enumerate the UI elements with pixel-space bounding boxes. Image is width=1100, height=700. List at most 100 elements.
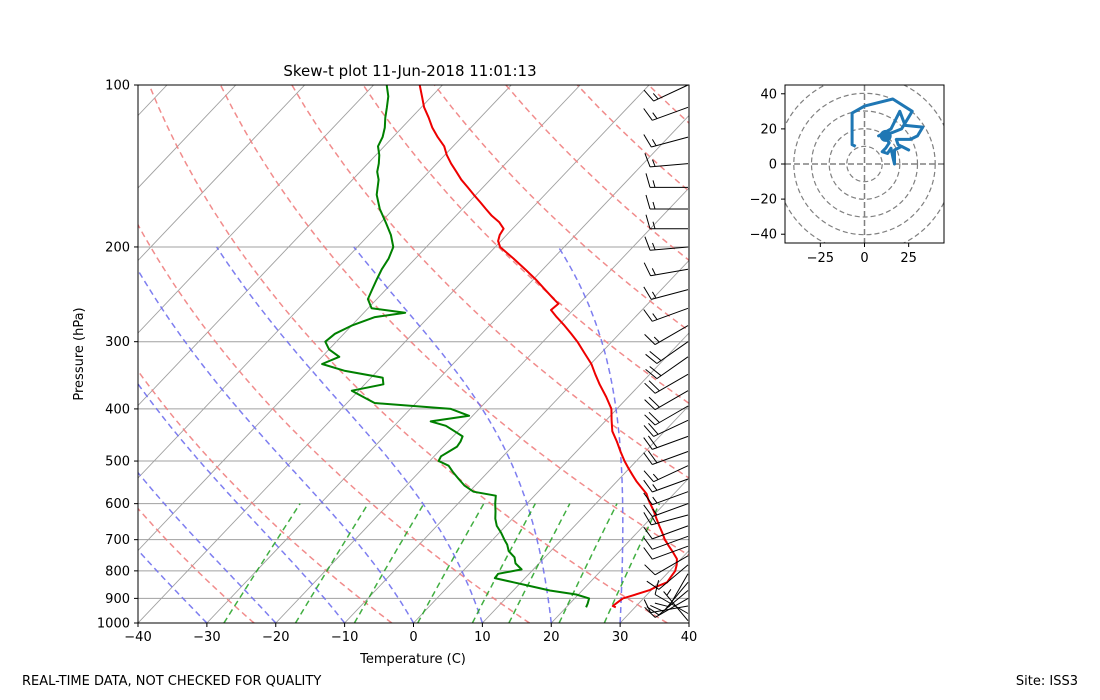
moist-adiabat — [557, 246, 624, 623]
mixing-ratio-line — [603, 503, 661, 623]
wind-barb — [644, 597, 689, 618]
wind-barb — [644, 153, 689, 168]
dry-adiabat — [219, 85, 689, 557]
wind-barb — [643, 84, 689, 102]
x-tick-label: 0 — [409, 630, 417, 645]
hodograph-y-tick-label: 20 — [760, 122, 777, 137]
wind-barb — [644, 390, 689, 411]
wind-barb — [643, 419, 689, 437]
wind-barb — [645, 341, 689, 364]
hodograph-x-tick-label: 25 — [900, 251, 917, 266]
moist-adiabat — [138, 382, 346, 623]
y-tick-label: 700 — [105, 533, 130, 548]
hodograph-x-tick-label: 0 — [860, 251, 868, 266]
wind-barb — [643, 545, 689, 560]
mixing-ratio-line — [223, 503, 301, 623]
hodograph-y-tick-label: −20 — [750, 193, 777, 208]
wind-barb — [645, 214, 688, 230]
isotherm-line — [138, 85, 374, 334]
wind-barb — [644, 236, 689, 251]
hodograph-y-tick-label: −40 — [750, 228, 777, 243]
skew-t-plot-area — [138, 85, 689, 623]
wind-barb — [643, 450, 689, 465]
site-label: Site: ISS3 — [1015, 674, 1078, 689]
isotherm-line — [275, 187, 689, 623]
x-tick-label: 10 — [474, 630, 491, 645]
wind-barb — [643, 106, 689, 121]
x-tick-label: −10 — [331, 630, 358, 645]
wind-barb — [644, 325, 689, 346]
moist-adiabat — [215, 246, 484, 623]
isotherm-line — [138, 85, 581, 552]
dry-adiabat — [291, 85, 689, 479]
dry-adiabat — [148, 85, 668, 623]
wind-barb — [645, 194, 688, 210]
mixing-ratio-line — [558, 503, 618, 623]
wind-barb — [643, 491, 689, 506]
y-tick-label: 800 — [105, 564, 130, 579]
wind-barb — [643, 525, 689, 540]
wind-barb — [643, 512, 689, 526]
x-axis-label: Temperature (C) — [359, 652, 466, 667]
hodograph-marker — [879, 129, 892, 142]
wind-barb — [643, 535, 689, 550]
hodograph-range-ring — [793, 92, 936, 236]
x-tick-label: −20 — [262, 630, 289, 645]
x-tick-label: 40 — [681, 630, 698, 645]
y-tick-label: 500 — [105, 455, 130, 470]
wind-barb — [646, 564, 689, 590]
wind-barb — [643, 134, 689, 148]
y-tick-label: 200 — [105, 240, 130, 255]
isotherm-line — [206, 114, 689, 623]
dry-adiabat — [138, 369, 393, 623]
hodograph-trace — [850, 97, 925, 166]
wind-barbs — [643, 84, 689, 622]
wind-barb — [643, 435, 689, 450]
y-tick-label: 100 — [105, 79, 130, 94]
y-tick-label: 900 — [105, 592, 130, 607]
hodograph-panel: −25 0 25 −40 −20 0 20 40 — [750, 84, 945, 266]
hodograph-y-tick-label: 40 — [760, 87, 777, 102]
isotherm-line — [138, 85, 237, 189]
hodograph-content — [785, 85, 944, 243]
y-tick-label: 400 — [105, 402, 130, 417]
hodograph-range-ring — [828, 128, 901, 200]
x-tick-label: −40 — [124, 630, 151, 645]
wind-barb — [643, 262, 689, 277]
isotherm-line — [344, 259, 689, 623]
x-tick-label: 30 — [612, 630, 629, 645]
wind-barb — [645, 356, 689, 380]
skew-t-background-lines — [138, 85, 689, 623]
hodograph-x-tick-label: −25 — [807, 251, 834, 266]
y-tick-label: 300 — [105, 335, 130, 350]
wind-barb — [643, 503, 689, 518]
isotherm-line — [550, 477, 689, 623]
y-axis-label: Pressure (hPa) — [72, 307, 87, 400]
wind-barb — [643, 307, 689, 322]
x-tick-label: −30 — [193, 630, 220, 645]
wind-barb — [643, 478, 689, 493]
wind-barb — [644, 405, 689, 426]
moist-adiabat — [138, 471, 277, 623]
mixing-ratio-line — [294, 503, 369, 623]
wind-barb — [643, 465, 689, 483]
isotherm-line — [138, 85, 306, 262]
isotherm-line — [413, 332, 689, 623]
hodograph-range-ring — [846, 145, 883, 183]
skew-t-axes: −40 −30 −20 −10 0 10 20 30 40 100 200 300 400 500 600 7… — [97, 79, 697, 646]
wind-barb — [654, 573, 689, 608]
hodograph-y-tick-label: 0 — [769, 158, 777, 173]
wind-barb — [645, 173, 688, 188]
hodograph-axes: −25 0 25 −40 −20 0 20 40 — [750, 87, 917, 266]
moist-adiabat — [138, 268, 415, 623]
skew-t-panel: −40 −30 −20 −10 0 10 20 30 40 100 200 300 400 500 600 7… — [72, 62, 697, 667]
wind-barb — [643, 286, 689, 300]
quality-disclaimer: REAL-TIME DATA, NOT CHECKED FOR QUALITY — [22, 674, 322, 689]
wind-barb — [644, 373, 689, 394]
x-tick-label: 20 — [543, 630, 560, 645]
dewpoint-profile — [321, 85, 591, 608]
mixing-ratio-line — [353, 503, 425, 623]
y-tick-label: 1000 — [97, 617, 130, 632]
skew-t-title: Skew-t plot 11-Jun-2018 11:01:13 — [283, 62, 536, 80]
